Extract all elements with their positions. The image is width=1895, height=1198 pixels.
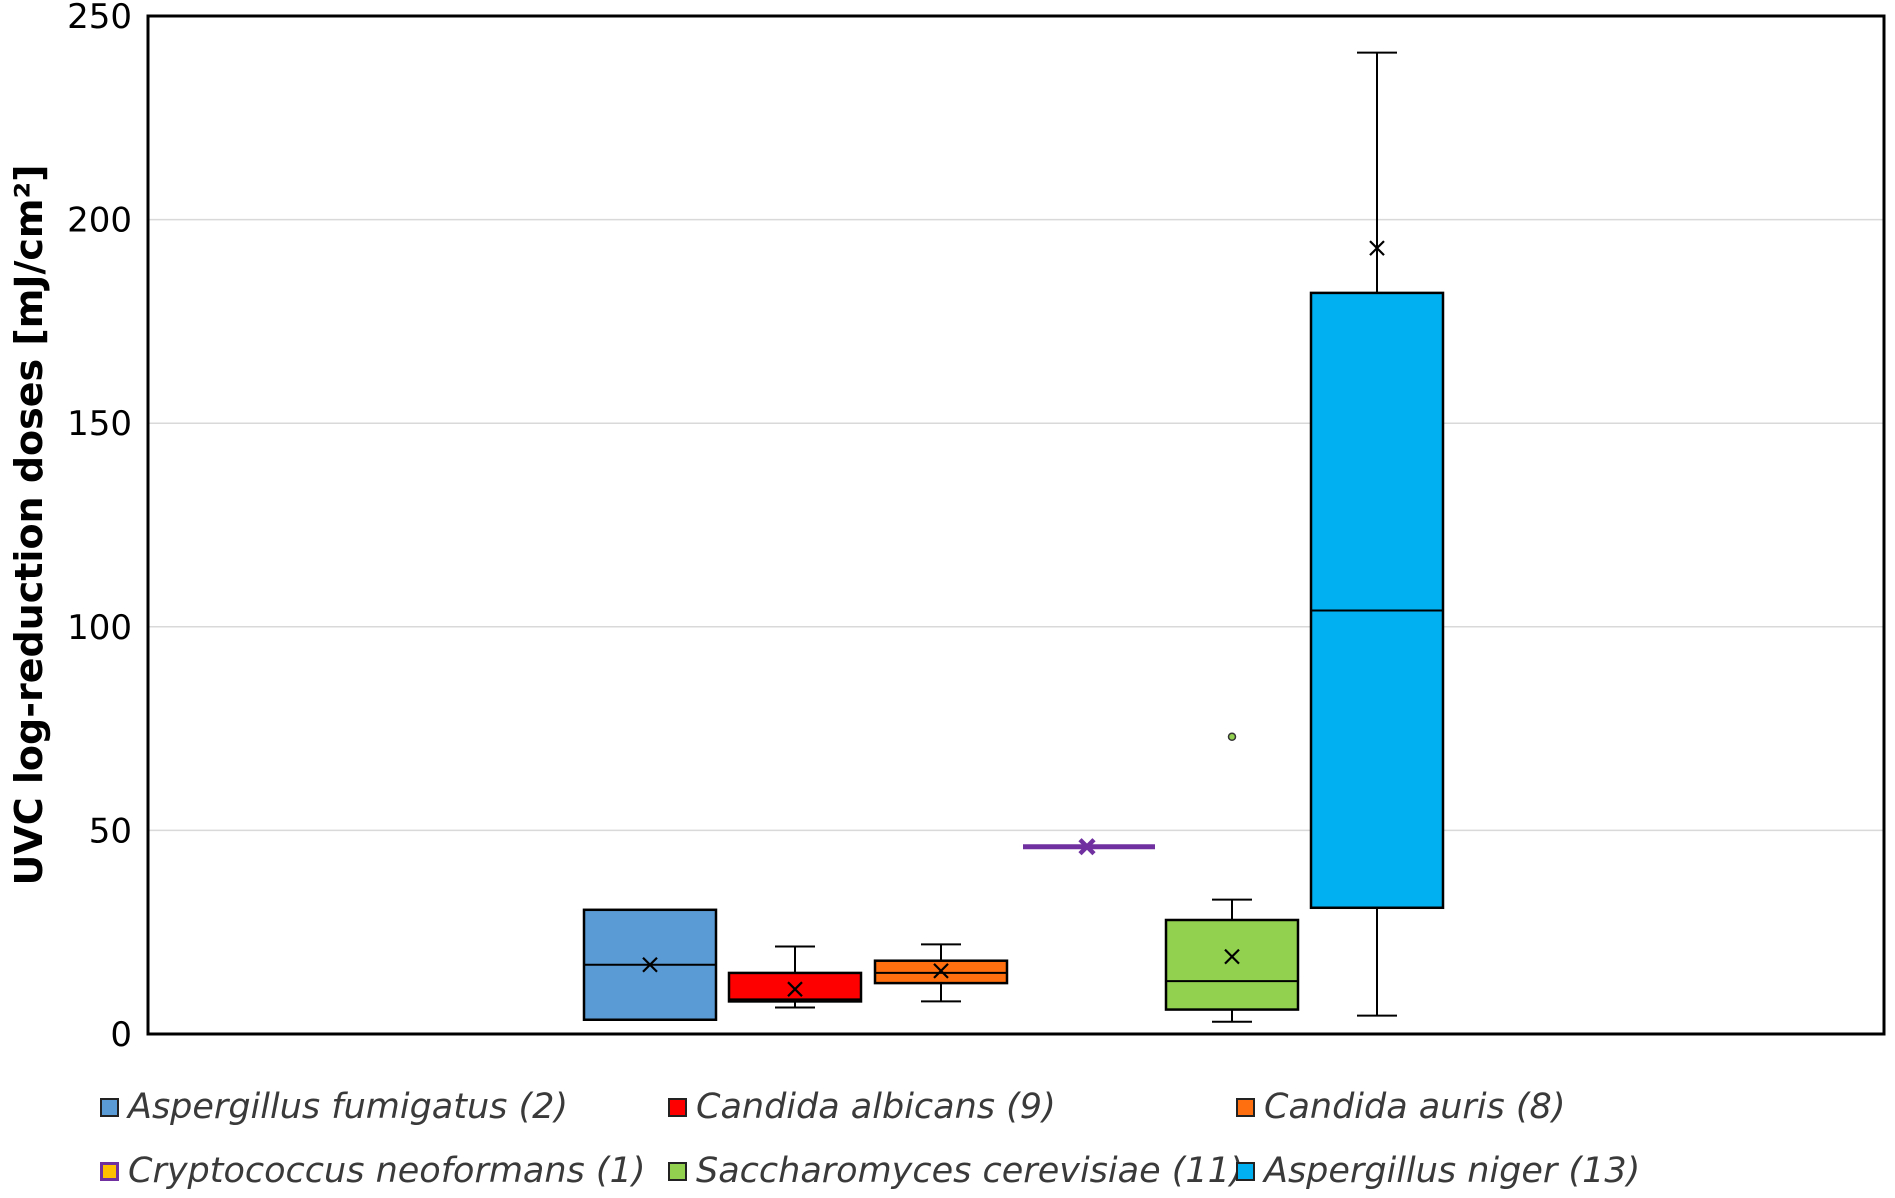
legend: Aspergillus fumigatus (2) Candida albican… xyxy=(100,1082,1820,1192)
mean-marker xyxy=(787,981,803,997)
mean-marker xyxy=(1078,838,1096,856)
boxes xyxy=(582,51,1445,1023)
box-6 xyxy=(1309,51,1445,1017)
box-3 xyxy=(873,943,1009,1003)
legend-item: Saccharomyces cerevisiae (11) xyxy=(668,1146,1244,1196)
legend-label: Aspergillus fumigatus (2) xyxy=(128,1087,569,1127)
legend-label: Candida auris (8) xyxy=(1264,1087,1566,1127)
y-tick-label: 150 xyxy=(67,404,132,444)
legend-swatch xyxy=(100,1161,119,1181)
y-axis-title: UVC log-reduction doses [mJ/cm²] xyxy=(7,164,51,885)
mean-marker xyxy=(1224,948,1240,965)
legend-label: Aspergillus niger (13) xyxy=(1264,1151,1641,1191)
box-1 xyxy=(582,908,718,1021)
legend-swatch xyxy=(100,1097,119,1117)
legend-swatch xyxy=(668,1161,687,1181)
gridlines xyxy=(148,218,1884,832)
mean-marker xyxy=(1369,240,1385,256)
box-iqr xyxy=(1164,918,1300,1011)
y-tick-label: 100 xyxy=(67,608,132,648)
mean-marker xyxy=(933,963,949,979)
legend-item: Aspergillus fumigatus (2) xyxy=(100,1082,668,1132)
legend-label: Cryptococcus neoformans (1) xyxy=(128,1151,646,1191)
y-tick-label: 0 xyxy=(110,1015,132,1055)
y-tick-label: 250 xyxy=(67,0,132,37)
legend-label: Candida albicans (9) xyxy=(696,1087,1056,1127)
mean-marker xyxy=(642,956,658,973)
legend-item: Candida albicans (9) xyxy=(668,1082,1236,1132)
legend-swatch xyxy=(1236,1097,1255,1117)
box-5 xyxy=(1164,732,1300,1023)
legend-label: Saccharomyces cerevisiae (11) xyxy=(696,1151,1244,1191)
box-iqr xyxy=(1309,291,1445,910)
outlier-point xyxy=(1227,732,1237,741)
legend-swatch xyxy=(1236,1161,1255,1181)
legend-item: Cryptococcus neoformans (1) xyxy=(100,1146,668,1196)
legend-item: Candida auris (8) xyxy=(1236,1082,1820,1132)
y-tick-label: 200 xyxy=(67,201,132,241)
plot-frame xyxy=(146,14,1886,1036)
legend-item: Aspergillus niger (13) xyxy=(1236,1146,1820,1196)
y-axis-ticks: 0 50 100 150 200 250 xyxy=(67,0,132,1055)
box-2 xyxy=(727,945,863,1009)
box-iqr xyxy=(727,971,863,1003)
box-4 xyxy=(1023,838,1155,856)
y-tick-label: 50 xyxy=(89,811,132,851)
legend-swatch xyxy=(668,1097,687,1117)
